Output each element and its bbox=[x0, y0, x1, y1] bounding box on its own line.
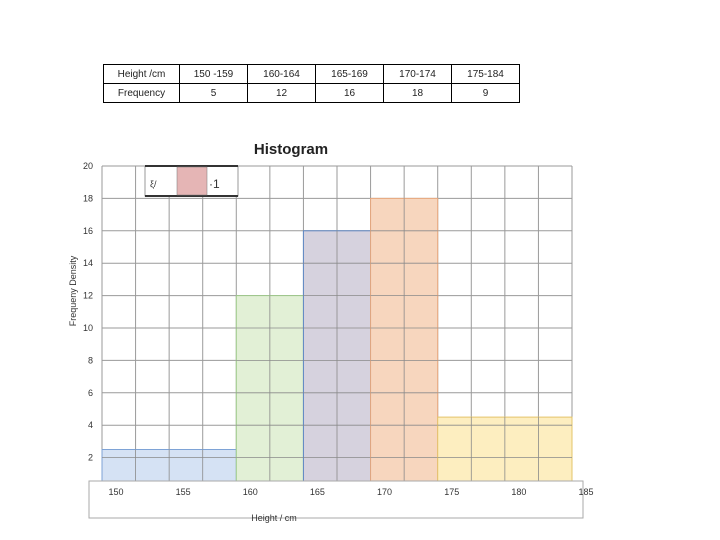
y-tick-label: 14 bbox=[83, 258, 93, 268]
legend-box: ξ/ ·1 bbox=[144, 165, 239, 197]
y-tick-label: 4 bbox=[88, 420, 93, 430]
frequency-cell: 5 bbox=[179, 83, 248, 103]
x-axis-label: Height / cm bbox=[251, 513, 297, 523]
table-row: Frequency 5 12 16 18 9 bbox=[103, 83, 520, 103]
y-tick-label: 6 bbox=[88, 388, 93, 398]
y-tick-label: 10 bbox=[83, 323, 93, 333]
x-tick-label: 150 bbox=[108, 487, 123, 497]
x-tick-label: 165 bbox=[310, 487, 325, 497]
row-label-frequency: Frequency bbox=[103, 83, 180, 103]
y-tick-label: 20 bbox=[83, 161, 93, 171]
x-tick-label: 155 bbox=[176, 487, 191, 497]
y-tick-label: 18 bbox=[83, 193, 93, 203]
y-axis-label: Frequeny Density bbox=[68, 255, 78, 326]
y-axis-ticks: 2 4 6 8 10 12 14 16 18 20 bbox=[83, 161, 93, 463]
frequency-cell: 9 bbox=[451, 83, 520, 103]
x-axis-panel bbox=[88, 480, 584, 519]
x-tick-label: 170 bbox=[377, 487, 392, 497]
legend-right-glyph: ·1 bbox=[209, 177, 220, 191]
x-tick-label: 160 bbox=[243, 487, 258, 497]
x-axis-ticks: 150 155 160 165 170 175 180 185 bbox=[108, 487, 593, 497]
y-tick-label: 16 bbox=[83, 226, 93, 236]
x-tick-label: 180 bbox=[511, 487, 526, 497]
x-tick-label: 185 bbox=[578, 487, 593, 497]
x-tick-label: 175 bbox=[444, 487, 459, 497]
frequency-table: Height /cm 150 -159 160-164 165-169 170-… bbox=[103, 64, 520, 103]
legend-left-glyph: ξ/ bbox=[150, 179, 157, 189]
y-tick-label: 12 bbox=[83, 291, 93, 301]
bars bbox=[101, 197, 573, 491]
y-tick-label: 2 bbox=[88, 453, 93, 463]
y-tick-label: 8 bbox=[88, 355, 93, 365]
chart-title: Histogram bbox=[254, 141, 328, 158]
